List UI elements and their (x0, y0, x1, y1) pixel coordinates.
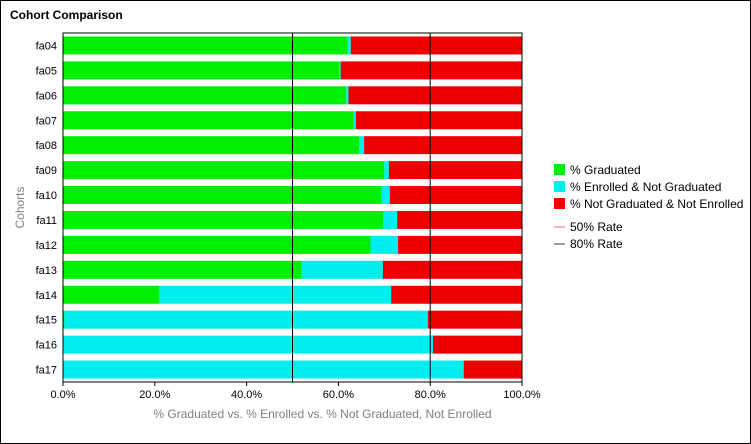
category-label-fa16: fa16 (36, 340, 57, 352)
plot-area-border (62, 32, 523, 383)
category-label-fa14: fa14 (36, 290, 57, 302)
bar-fa09-series-1 (384, 161, 389, 180)
x-tick-label-3: 60.0% (323, 389, 354, 401)
category-label-fa15: fa15 (36, 315, 57, 327)
category-label-fa10: fa10 (36, 190, 57, 202)
x-tick-label-4: 80.0% (415, 389, 446, 401)
bar-fa08-series-2 (364, 136, 522, 155)
bar-fa10-series-1 (381, 186, 390, 205)
bar-fa14-series-2 (391, 285, 522, 304)
bar-fa06-series-0 (63, 86, 347, 105)
x-tick-label-5: 100.0% (503, 389, 541, 401)
bar-fa16-series-1 (63, 335, 433, 354)
bar-fa17-series-2 (463, 360, 522, 379)
bar-fa06-series-1 (346, 86, 349, 105)
legend-label-ref-0: 50% Rate (570, 220, 623, 234)
legend-label-series-2: % Not Graduated & Not Enrolled (570, 197, 743, 211)
bar-fa11-series-2 (397, 210, 522, 229)
x-axis-title: % Graduated vs. % Enrolled vs. % Not Gra… (153, 407, 491, 421)
bar-fa04-series-0 (63, 36, 348, 55)
x-tick-label-1: 20.0% (139, 389, 170, 401)
bar-fa07-series-2 (355, 111, 522, 130)
bar-fa10-series-0 (63, 186, 382, 205)
legend-label-series-1: % Enrolled & Not Graduated (570, 180, 721, 194)
bar-fa15-series-0 (63, 310, 65, 329)
bar-fa04-series-1 (347, 36, 351, 55)
category-label-fa08: fa08 (36, 140, 57, 152)
bar-fa13-series-1 (301, 260, 383, 279)
category-label-fa17: fa17 (36, 365, 57, 377)
legend-label-series-0: % Graduated (570, 163, 641, 177)
bar-fa13-series-2 (382, 260, 522, 279)
bar-fa05-series-2 (340, 61, 522, 80)
legend-swatch-series-1 (554, 181, 565, 192)
legend-label-ref-1: 80% Rate (570, 237, 623, 251)
bar-fa11-series-0 (63, 210, 384, 229)
bar-fa04-series-2 (350, 36, 522, 55)
category-label-fa06: fa06 (36, 90, 57, 102)
bar-fa07-series-0 (63, 111, 354, 130)
category-label-fa04: fa04 (36, 40, 57, 52)
bar-fa12-series-2 (398, 235, 522, 254)
bar-fa14-series-0 (63, 285, 160, 304)
y-axis-title: Cohorts (13, 186, 27, 228)
category-label-fa12: fa12 (36, 240, 57, 252)
bar-fa17-series-1 (63, 360, 464, 379)
bar-fa11-series-1 (383, 210, 398, 229)
x-tick-label-0: 0.0% (50, 389, 75, 401)
category-label-fa07: fa07 (36, 115, 57, 127)
bar-fa09-series-2 (388, 161, 522, 180)
legend-swatch-series-2 (554, 198, 565, 209)
bar-fa08-series-0 (63, 136, 360, 155)
category-label-fa09: fa09 (36, 165, 57, 177)
chart-title: Cohort Comparison (10, 8, 123, 22)
bar-fa14-series-1 (159, 285, 392, 304)
legend-swatch-series-0 (554, 164, 565, 175)
category-label-fa05: fa05 (36, 65, 57, 77)
bar-fa05-series-0 (63, 61, 340, 80)
bar-fa16-series-2 (432, 335, 522, 354)
bar-fa07-series-1 (353, 111, 356, 130)
bar-fa12-series-0 (63, 235, 371, 254)
category-label-fa11: fa11 (36, 215, 57, 227)
category-label-fa13: fa13 (36, 265, 57, 277)
bar-fa06-series-2 (348, 86, 522, 105)
bar-fa09-series-0 (63, 161, 385, 180)
bar-fa15-series-1 (64, 310, 428, 329)
bar-fa08-series-1 (359, 136, 365, 155)
bar-fa10-series-2 (389, 186, 522, 205)
bar-fa05-series-1 (339, 61, 341, 80)
x-tick-label-2: 40.0% (231, 389, 262, 401)
bar-fa15-series-2 (427, 310, 522, 329)
bar-fa13-series-0 (63, 260, 302, 279)
bar-fa12-series-1 (370, 235, 399, 254)
